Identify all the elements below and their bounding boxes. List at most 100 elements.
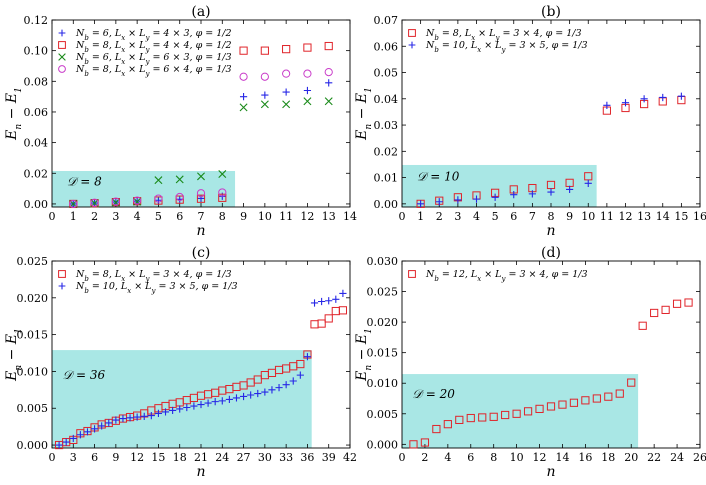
data-point (147, 412, 155, 420)
y-tick-label: 0.06 (374, 40, 399, 53)
x-tick-label: 6 (467, 451, 474, 464)
data-point (55, 441, 63, 449)
data-point (197, 172, 205, 181)
x-tick-label: 1 (70, 210, 77, 223)
y-tick-label: 0.02 (374, 145, 399, 158)
x-tick-label: 11 (279, 210, 293, 223)
x-tick-label: 0 (399, 451, 406, 464)
x-tick-label: 5 (155, 210, 162, 223)
x-tick-label: 15 (151, 451, 165, 464)
x-tick-label: 2 (91, 210, 98, 223)
x-tick-label: 10 (510, 451, 524, 464)
data-point (455, 415, 464, 424)
data-point (112, 416, 120, 424)
data-point (317, 319, 326, 328)
data-point (154, 176, 163, 185)
y-axis-label: En − E1 (4, 328, 24, 382)
data-point (310, 320, 319, 329)
x-tick-label: 12 (300, 210, 314, 223)
data-point (225, 395, 233, 404)
data-point (126, 414, 134, 422)
panel-title: (b) (541, 4, 561, 20)
legend-label: Nb = 10, Lx × Ly = 3 × 5, φ = 1/3 (425, 40, 588, 54)
data-point (111, 197, 120, 206)
data-point (325, 79, 333, 87)
y-tick-label: 0.025 (17, 255, 49, 268)
x-tick-label: 1 (417, 210, 424, 223)
data-point (296, 359, 305, 369)
data-point (584, 179, 592, 187)
data-point (566, 185, 574, 194)
legend-label: Nb = 8, Lx × Ly = 4 × 4, φ = 1/2 (75, 40, 232, 54)
x-axis-label: n (546, 223, 555, 239)
data-point (218, 188, 227, 197)
data-point (62, 438, 70, 446)
data-point (303, 69, 312, 78)
data-point (672, 299, 682, 308)
shaded-region (402, 164, 597, 207)
data-point (489, 412, 498, 421)
x-tick-label: 22 (647, 451, 661, 464)
data-point (253, 375, 262, 384)
data-point (154, 196, 163, 205)
y-tick-label: 0.04 (374, 93, 399, 106)
x-tick-label: 18 (601, 451, 615, 464)
data-point (190, 402, 198, 410)
x-tick-label: 10 (581, 210, 595, 223)
y-tick-label: 0.07 (374, 14, 399, 27)
shade-label: 𝒟 = 20 (412, 387, 455, 401)
data-point (318, 297, 326, 306)
x-tick-label: 27 (237, 451, 251, 464)
data-point (239, 103, 248, 112)
data-point (324, 68, 333, 77)
y-tick-label: 0.00 (24, 198, 49, 211)
data-point (175, 192, 184, 202)
data-point (324, 97, 333, 106)
x-tick-label: 8 (219, 210, 226, 223)
y-tick-label: 0.020 (17, 292, 49, 305)
data-point (232, 394, 241, 402)
x-tick-label: 3 (112, 210, 119, 223)
legend-marker (408, 41, 416, 49)
x-axis-label: n (196, 223, 205, 239)
data-point (547, 188, 555, 196)
data-point (169, 406, 177, 415)
x-tick-label: 9 (240, 210, 247, 223)
data-point (303, 97, 312, 106)
y-tick-label: 0.015 (17, 329, 49, 342)
chart-panel-3: 0 3 6 9 12 15 18 21 24 27 30 33 36 39 420.0000.0050.01… (4, 245, 357, 480)
x-tick-label: 24 (215, 451, 229, 464)
y-tick-label: 0.005 (17, 402, 49, 415)
data-point (332, 295, 340, 303)
data-point (98, 422, 106, 430)
y-tick-label: 0.020 (367, 316, 399, 329)
x-tick-label: 21 (194, 451, 208, 464)
data-point (260, 100, 269, 109)
data-point (218, 170, 227, 179)
data-point (638, 321, 647, 330)
x-tick-label: 0 (399, 210, 406, 223)
legend-marker (408, 270, 416, 278)
data-point (535, 404, 544, 413)
data-point (196, 194, 206, 203)
y-axis-label: En − E1 (354, 87, 374, 141)
y-tick-label: 0.010 (17, 365, 49, 378)
x-tick-label: 15 (674, 210, 688, 223)
x-tick-label: 4 (134, 210, 141, 223)
y-tick-label: 0.000 (17, 439, 49, 452)
y-tick-label: 0.025 (367, 286, 399, 299)
data-point (310, 299, 319, 307)
data-point (303, 86, 312, 95)
y-tick-label: 0.05 (374, 67, 399, 80)
shade-label: 𝒟 = 10 (417, 169, 460, 183)
legend-label: Nb = 12, Lx × Ly = 3 × 4, φ = 1/3 (425, 269, 588, 283)
data-point (69, 199, 78, 209)
y-tick-label: 0.015 (367, 347, 399, 360)
legend-marker (58, 65, 66, 73)
data-point (581, 396, 590, 405)
x-tick-label: 14 (656, 210, 670, 223)
legend-label: Nb = 6, Lx × Ly = 6 × 3, φ = 1/3 (75, 52, 232, 66)
x-axis-label: n (546, 464, 555, 480)
data-point (466, 413, 475, 423)
x-tick-label: 3 (454, 210, 461, 223)
